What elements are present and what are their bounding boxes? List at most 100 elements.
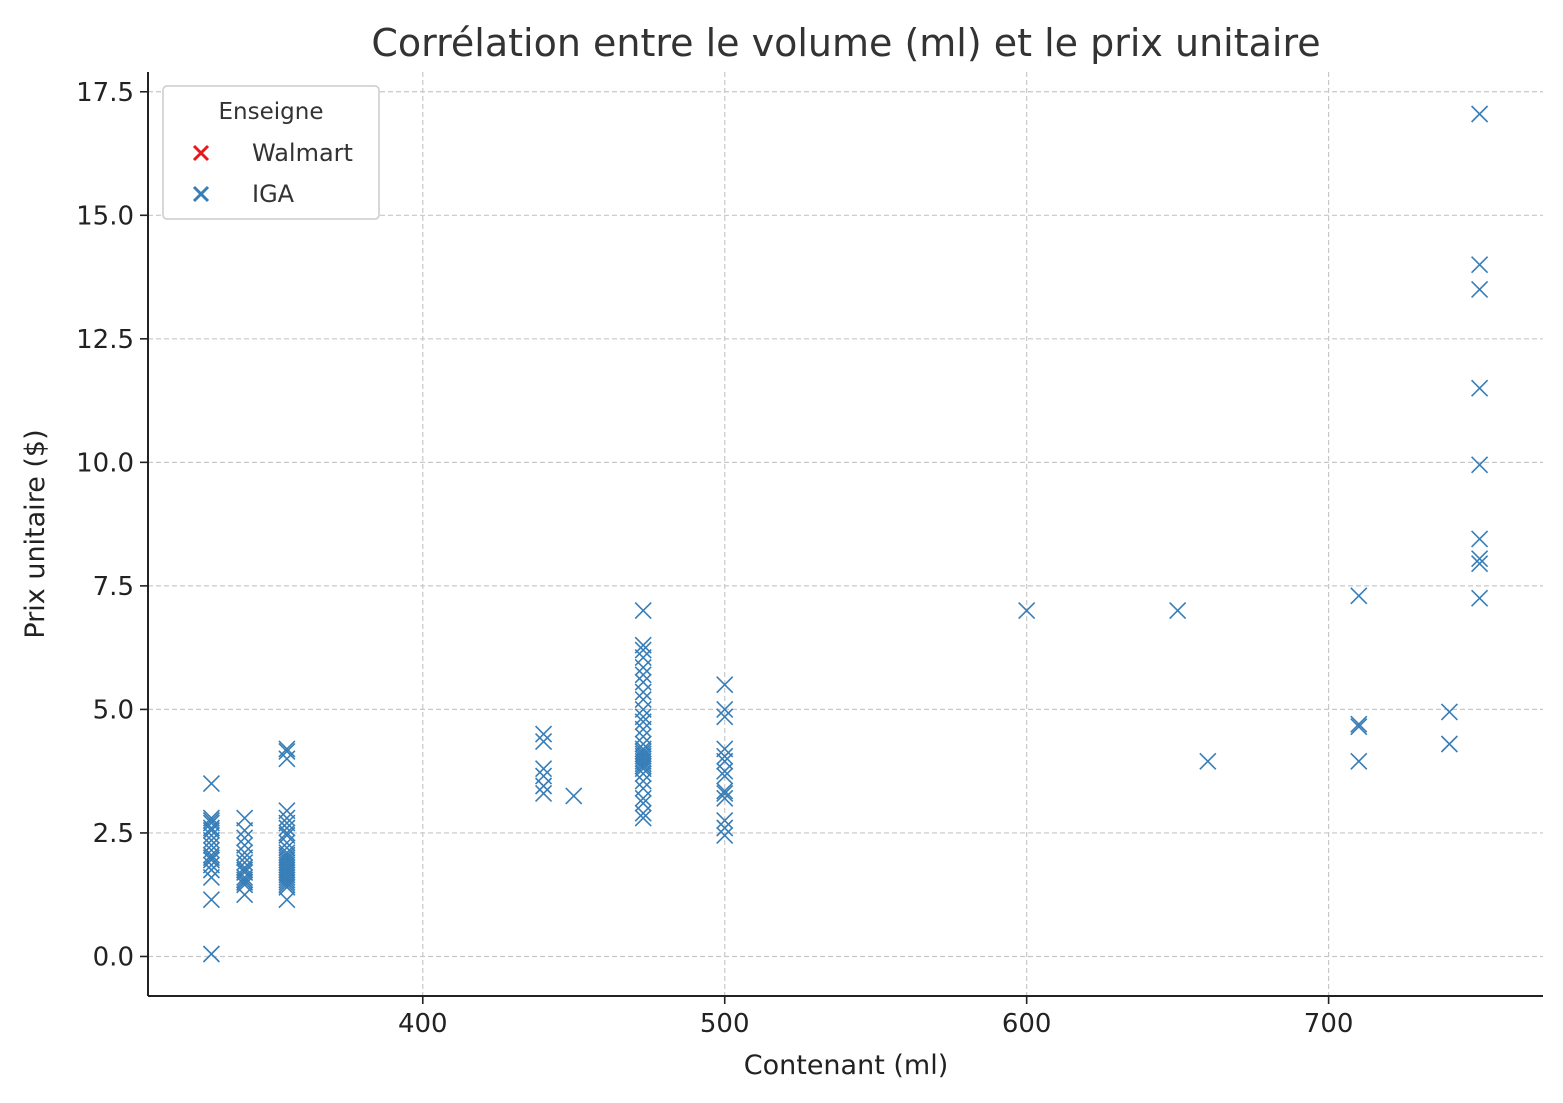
legend-label-walmart: Walmart — [252, 139, 353, 167]
data-point — [202, 849, 220, 867]
legend-label-iga: IGA — [252, 180, 295, 208]
data-point — [1440, 703, 1458, 721]
data-point — [1471, 555, 1489, 573]
y-tick-label: 12.5 — [76, 325, 134, 355]
data-point — [202, 868, 220, 886]
data-point — [634, 794, 652, 812]
data-point — [1471, 379, 1489, 397]
data-point — [202, 891, 220, 909]
data-point — [1471, 530, 1489, 548]
data-point — [534, 732, 553, 751]
legend-marker-walmart-icon — [192, 144, 210, 162]
data-point — [1350, 715, 1368, 733]
data-point — [716, 767, 734, 785]
data-point — [634, 641, 652, 659]
data-point — [565, 787, 583, 805]
data-point — [634, 673, 652, 691]
data-point — [1350, 587, 1368, 605]
data-point — [278, 846, 296, 864]
y-tick-label: 17.5 — [76, 78, 134, 108]
data-point — [236, 809, 254, 827]
data-point — [716, 784, 734, 802]
data-point — [1169, 602, 1187, 620]
y-axis-ticks: 0.0 2.5 5.0 7.5 10.0 12.5 15.0 17.5 — [76, 78, 148, 972]
data-point — [634, 708, 652, 726]
x-axis-label: Contenant (ml) — [744, 1050, 949, 1081]
data-point — [634, 636, 652, 654]
data-point — [634, 742, 652, 760]
y-axis-label: Prix unitaire ($) — [20, 429, 51, 638]
data-point — [236, 844, 254, 862]
x-tick-label: 600 — [1002, 1009, 1052, 1039]
data-point — [202, 814, 220, 832]
data-point — [716, 740, 734, 758]
data-point — [716, 700, 734, 718]
legend-marker-iga-icon — [192, 185, 210, 203]
data-point — [278, 826, 296, 844]
data-point — [1471, 256, 1489, 274]
data-point — [1440, 735, 1458, 753]
chart-title: Corrélation entre le volume (ml) et le p… — [371, 21, 1320, 65]
data-point — [534, 767, 553, 785]
legend-entry-walmart: Walmart — [192, 139, 353, 167]
data-point — [278, 750, 296, 768]
data-point — [534, 777, 553, 795]
data-point — [534, 784, 553, 802]
data-point — [1471, 456, 1489, 474]
data-point — [634, 735, 652, 753]
data-point — [236, 829, 254, 847]
data-point — [716, 752, 734, 770]
data-point — [202, 826, 220, 844]
data-point — [634, 648, 652, 667]
data-point — [1350, 752, 1368, 770]
data-point — [634, 658, 652, 676]
data-point — [278, 839, 296, 857]
data-point — [202, 945, 220, 963]
data-point — [1471, 589, 1489, 607]
data-point — [716, 782, 734, 800]
data-point — [716, 826, 734, 844]
data-point — [236, 876, 254, 894]
legend-entry-iga: IGA — [192, 180, 295, 208]
data-point — [236, 836, 254, 854]
x-tick-label: 500 — [700, 1009, 750, 1039]
data-point — [534, 725, 553, 743]
data-point — [236, 849, 254, 867]
data-point — [202, 809, 220, 827]
data-point — [1199, 752, 1217, 770]
data-point — [1471, 550, 1489, 568]
legend: Enseigne Walmart IGA — [162, 85, 380, 220]
y-tick-label: 0.0 — [93, 942, 134, 972]
legend-title: Enseigne — [219, 99, 324, 125]
data-point — [202, 774, 220, 793]
y-tick-label: 15.0 — [76, 201, 134, 231]
series-iga — [202, 105, 1489, 963]
y-tick-label: 5.0 — [93, 695, 134, 725]
data-point — [278, 740, 296, 758]
data-point — [716, 789, 734, 807]
y-tick-label: 7.5 — [93, 572, 134, 602]
data-point — [716, 676, 734, 694]
data-point — [634, 713, 652, 731]
data-point — [278, 802, 296, 820]
data-point — [634, 690, 652, 709]
data-point — [534, 760, 553, 778]
data-point — [278, 814, 296, 832]
data-point — [278, 742, 296, 760]
data-point — [634, 747, 652, 765]
y-tick-label: 10.0 — [76, 448, 134, 478]
x-tick-label: 700 — [1304, 1009, 1354, 1039]
data-point — [634, 772, 652, 790]
data-point — [716, 812, 734, 830]
data-point — [1471, 105, 1489, 123]
data-point — [278, 891, 296, 909]
legend-box — [162, 85, 380, 220]
data-point — [1350, 718, 1368, 736]
x-axis-ticks: 400 500 600 700 — [398, 996, 1353, 1039]
y-tick-label: 2.5 — [93, 819, 134, 849]
data-point — [202, 812, 220, 830]
grid-lines — [148, 72, 1543, 996]
data-points — [202, 105, 1489, 963]
data-point — [634, 779, 652, 798]
